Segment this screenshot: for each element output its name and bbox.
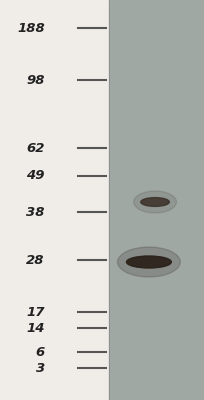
Text: 98: 98 xyxy=(26,74,45,86)
Text: 17: 17 xyxy=(26,306,45,318)
Text: 14: 14 xyxy=(26,322,45,334)
Bar xyxy=(0,0,109,400)
Text: 62: 62 xyxy=(26,142,45,154)
Text: 38: 38 xyxy=(26,206,45,218)
Text: 3: 3 xyxy=(36,362,45,374)
Ellipse shape xyxy=(141,198,169,206)
Text: 188: 188 xyxy=(17,22,45,34)
Bar xyxy=(109,0,204,400)
Ellipse shape xyxy=(126,256,171,268)
Ellipse shape xyxy=(118,247,180,277)
Text: 28: 28 xyxy=(26,254,45,266)
Text: 6: 6 xyxy=(36,346,45,358)
Ellipse shape xyxy=(134,191,176,213)
Text: 49: 49 xyxy=(26,170,45,182)
